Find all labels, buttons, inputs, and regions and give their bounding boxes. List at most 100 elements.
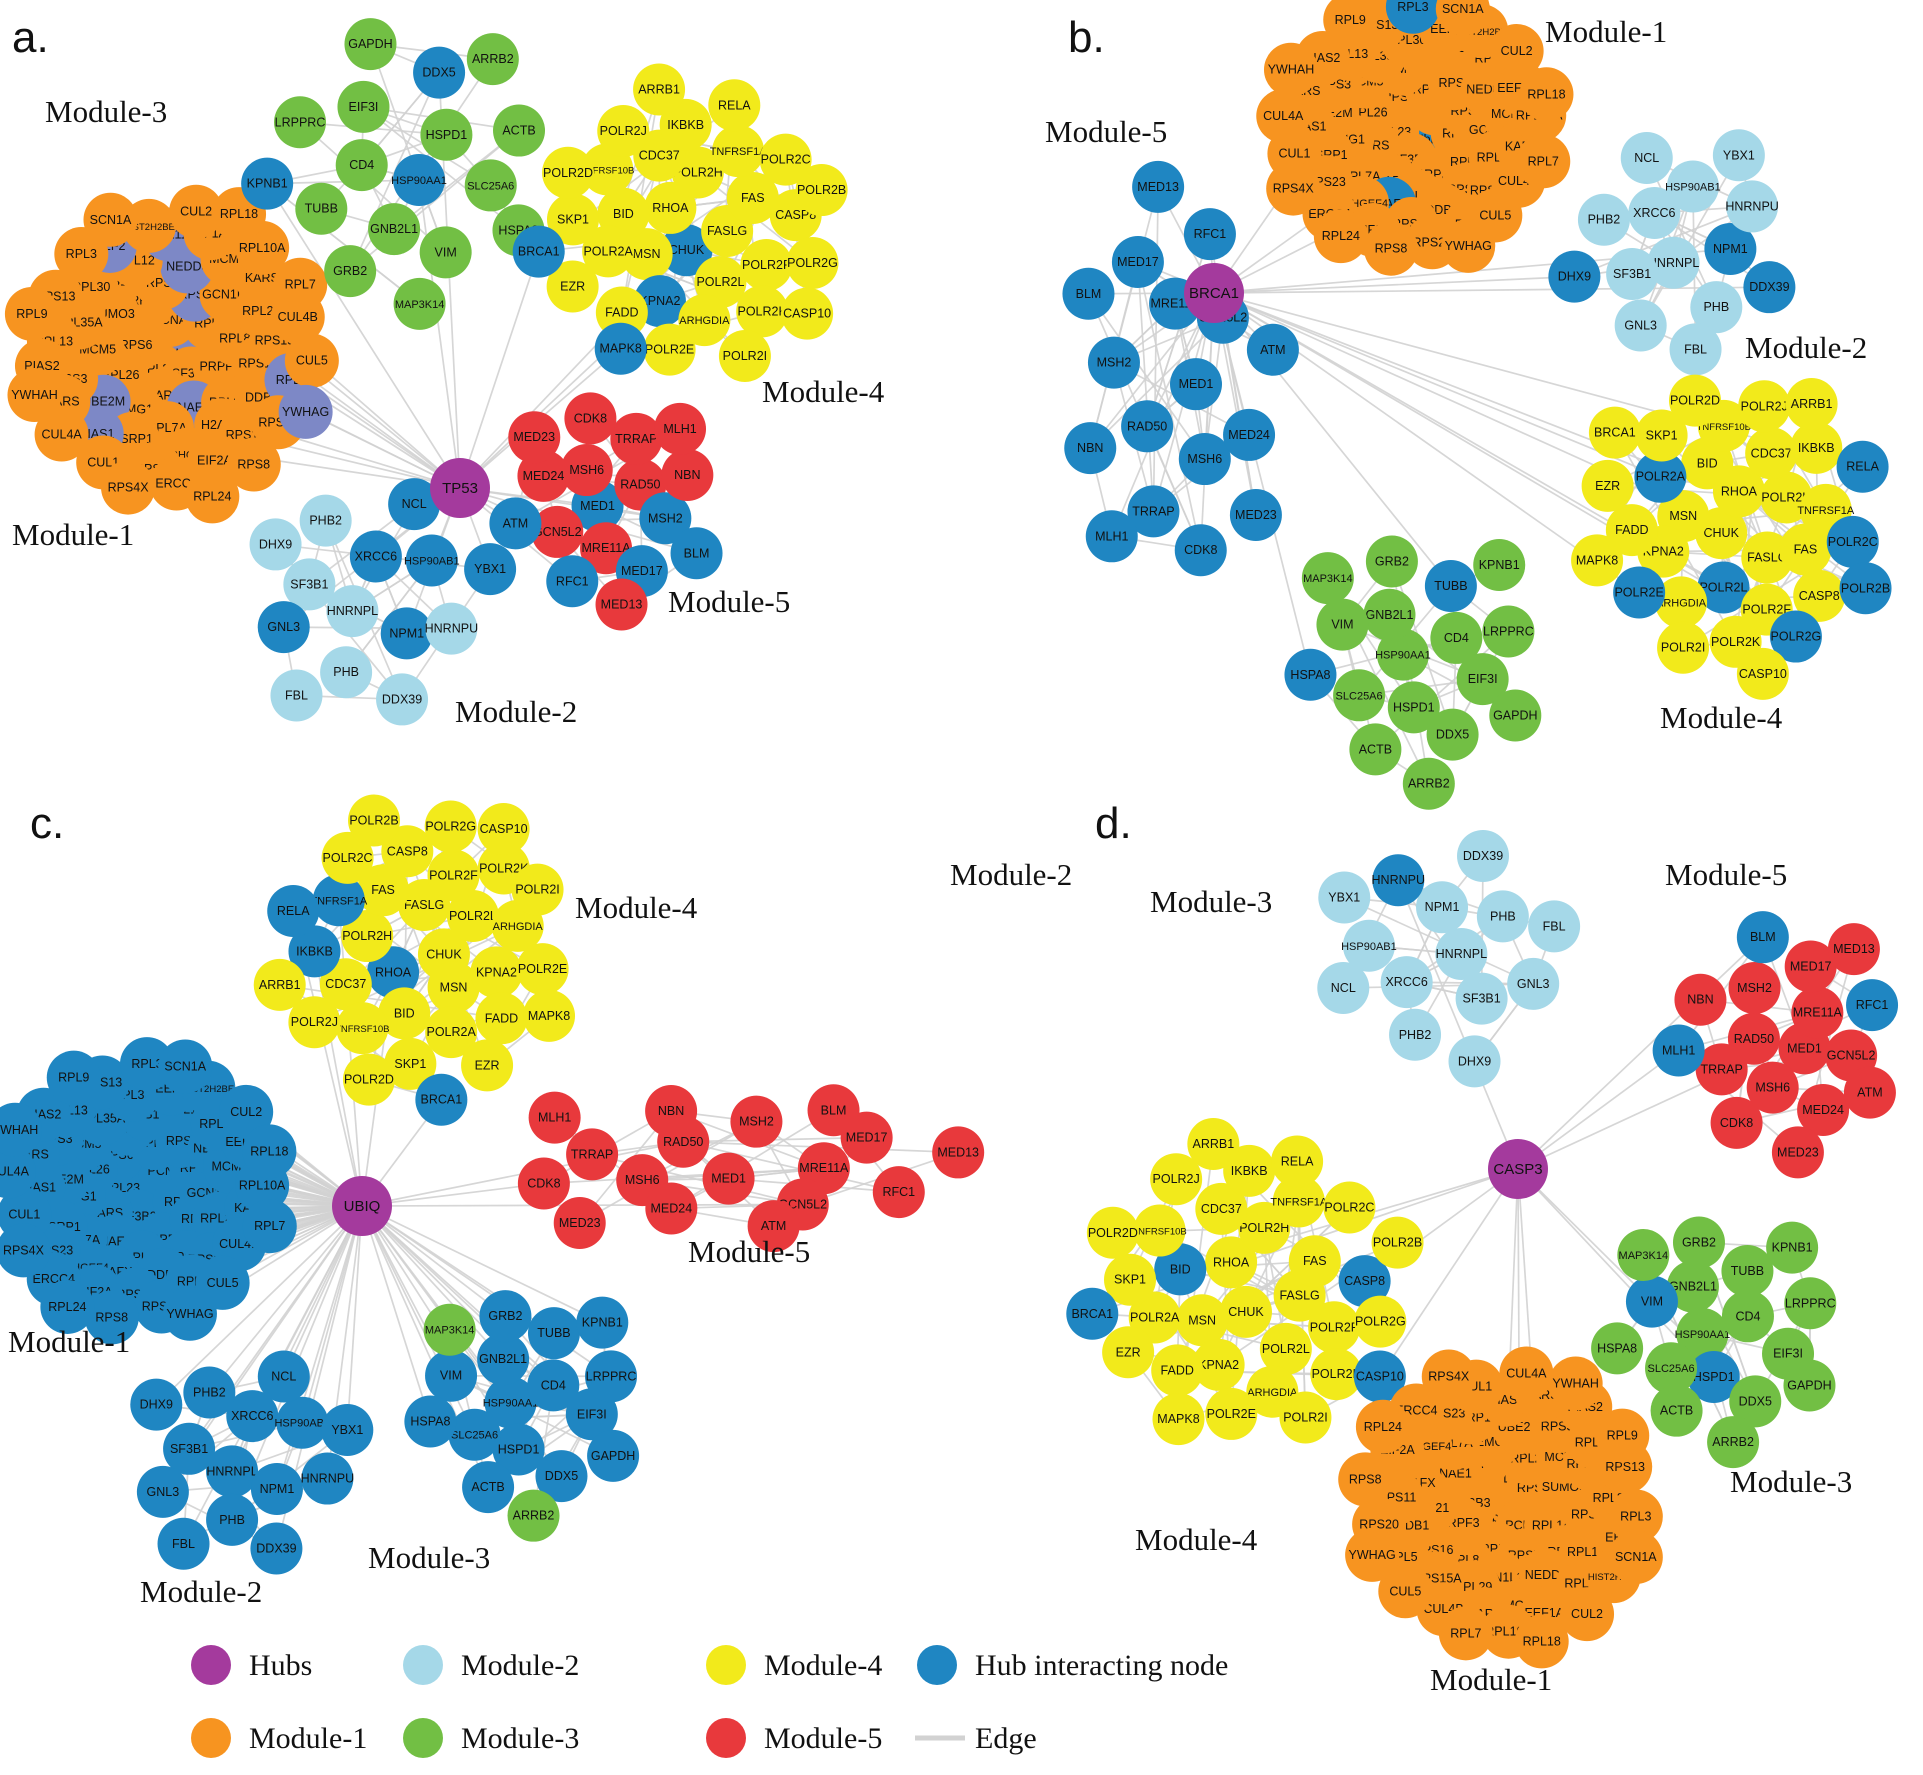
node-circle <box>1066 1287 1119 1340</box>
node-label: FAS <box>371 883 395 897</box>
node-circle <box>335 139 388 192</box>
node-label: SLC25A6 <box>451 1430 498 1442</box>
node-label: FASLG <box>404 898 444 912</box>
node-FBL: FBL <box>1528 900 1581 953</box>
node-MED23: MED23 <box>508 411 561 464</box>
node-label: ARRB2 <box>1408 777 1450 791</box>
node-circle <box>301 1452 354 1505</box>
node-label: CD4 <box>541 1378 566 1392</box>
node-KPNA2: KPNA2 <box>470 946 523 999</box>
node-SF3B1: SF3B1 <box>1455 972 1508 1025</box>
node-label: POLR2G <box>425 820 476 834</box>
node-circle <box>645 1084 698 1137</box>
node-circle <box>594 322 647 375</box>
node-label: SKP1 <box>394 1057 426 1071</box>
node-MED13: MED13 <box>932 1126 985 1179</box>
node-BLM: BLM <box>1062 267 1115 320</box>
node-circle <box>1588 406 1641 459</box>
node-POLR2C: POLR2C <box>759 133 812 186</box>
node-label: MED13 <box>1833 942 1875 956</box>
node-label: FASLG <box>1747 551 1787 565</box>
node-label: CASP10 <box>1739 667 1787 681</box>
node-DHX9: DHX9 <box>249 518 302 571</box>
node-label: NCL <box>1634 151 1659 165</box>
node-circle <box>1784 940 1837 993</box>
node-SLC25A6: SLC25A6 <box>1333 669 1386 722</box>
node-circle <box>1062 267 1115 320</box>
node-POLR2I: POLR2I <box>1657 621 1710 674</box>
node-label: RPL7 <box>1528 154 1559 168</box>
node-POLR2B: POLR2B <box>1839 562 1892 615</box>
node-MED23: MED23 <box>1771 1126 1824 1179</box>
panel-letter: a. <box>12 13 49 62</box>
node-circle <box>708 79 761 132</box>
node-label: POLR2E <box>1614 585 1663 599</box>
node-circle <box>1416 881 1469 934</box>
hub-edge <box>346 1205 363 1431</box>
node-FADD: FADD <box>595 286 648 339</box>
node-label: MSH6 <box>569 463 604 477</box>
node-circle <box>507 1489 560 1542</box>
node-EIF3I: EIF3I <box>337 80 390 133</box>
node-label: CUL5 <box>207 1276 239 1290</box>
node-label: CASP8 <box>387 844 428 858</box>
node-label: POLR2L <box>1699 580 1747 594</box>
node-label: CUL2 <box>1571 1607 1603 1621</box>
node-label: FADD <box>605 305 638 319</box>
node-POLR2E: POLR2E <box>1613 566 1666 619</box>
node-RPS4X: RPS4X <box>101 460 156 515</box>
node-label: EIF3I <box>349 100 379 114</box>
node-label: MSN <box>440 980 468 994</box>
node-label: RELA <box>718 98 751 112</box>
node-circle <box>1666 1260 1719 1313</box>
node-FADD: FADD <box>475 992 528 1045</box>
node-label: MRE11A <box>582 541 632 555</box>
node-circle <box>380 607 433 660</box>
node-circle <box>425 602 478 655</box>
node-BRCA1: BRCA1 <box>415 1073 468 1126</box>
edge <box>1137 261 1202 552</box>
node-HSP90AA1: HSP90AA1 <box>483 1376 538 1429</box>
node-circle <box>479 1290 532 1343</box>
edge <box>1343 896 1535 985</box>
node-circle <box>1219 1285 1272 1338</box>
node-HSP90AA1: HSP90AA1 <box>1675 1308 1731 1361</box>
node-label: YWHAH <box>1268 63 1315 77</box>
node-label: RPL24 <box>48 1300 86 1314</box>
node-circle <box>1760 471 1813 524</box>
node-label: HNRNPU <box>1725 199 1778 213</box>
legend-swatch-module5 <box>706 1718 746 1758</box>
node-RPL9: RPL9 <box>1595 1408 1650 1463</box>
node-label: FAS <box>1794 543 1818 557</box>
node-circle <box>163 1422 216 1475</box>
node-label: CHUK <box>426 947 462 961</box>
node-GNL3: GNL3 <box>136 1465 189 1518</box>
node-label: SF3B1 <box>290 577 328 591</box>
node-circle <box>493 104 546 157</box>
node-label: HSP90AA1 <box>1675 1329 1731 1341</box>
node-SF3B1: SF3B1 <box>1606 247 1659 300</box>
node-label: MSN <box>633 247 661 261</box>
node-SCN1A: SCN1A <box>1435 0 1490 36</box>
node-label: IKBKB <box>667 118 704 132</box>
node-SKP1: SKP1 <box>1635 409 1688 462</box>
node-label: GNL3 <box>1517 977 1550 991</box>
module-label: Module-5 <box>688 1234 810 1269</box>
node-CHUK: CHUK <box>660 224 713 277</box>
node-POLR2L: POLR2L <box>1259 1322 1312 1375</box>
node-POLR2K: POLR2K <box>736 285 789 338</box>
node-circle <box>1743 261 1796 314</box>
node-label: HIST2H2BE <box>1588 1572 1640 1583</box>
node-circle <box>378 987 431 1040</box>
node-ARHGDIA: ARHGDIA <box>1655 576 1708 629</box>
node-circle <box>83 192 138 247</box>
node-GAPDH: GAPDH <box>1783 1359 1836 1412</box>
node-label: MED17 <box>1117 255 1159 269</box>
node-label: MAPK8 <box>1576 553 1618 567</box>
node-ARRB2: ARRB2 <box>507 1489 560 1542</box>
node-label: ATM <box>1857 1086 1882 1100</box>
node-POLR2C: POLR2C <box>1826 515 1879 568</box>
node-label: HSP90AB1 <box>404 556 460 568</box>
node-POLR2D: POLR2D <box>542 146 595 199</box>
